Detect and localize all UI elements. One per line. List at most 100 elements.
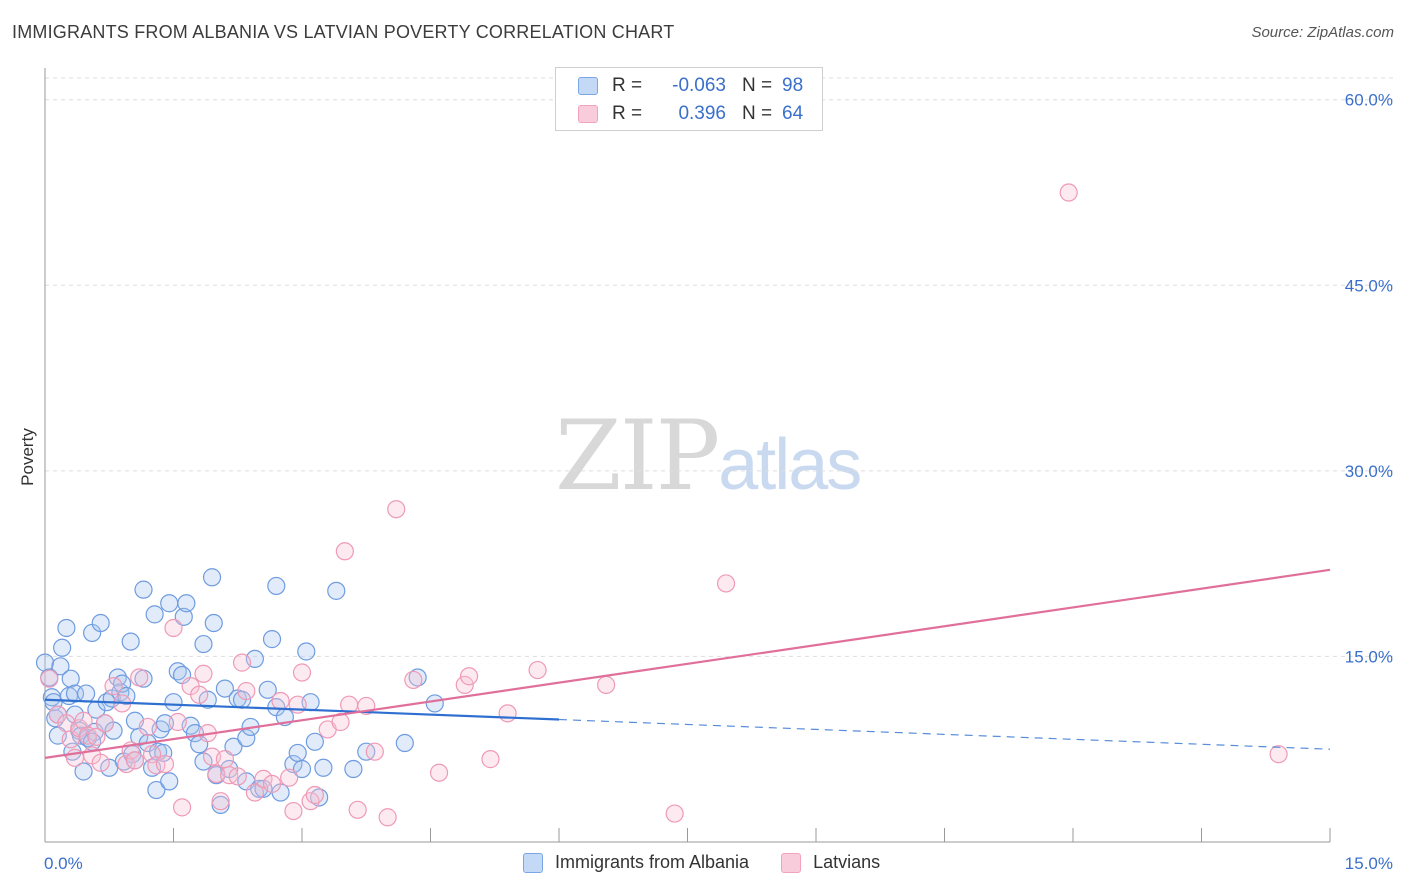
latvians-trend-line: [44, 568, 1331, 759]
tick-labels: 15.0% 30.0% 45.0% 60.0% 0.0% 15.0%: [44, 91, 1393, 873]
y-tick-label: 30.0%: [1345, 462, 1393, 481]
series-latvians-points: [40, 183, 1288, 827]
albania-point: [145, 605, 164, 624]
legend-swatch-blue: [578, 77, 598, 95]
correlation-legend: R = -0.063 N = 98 R = 0.396 N = 64: [555, 67, 823, 131]
latvians-point: [142, 745, 162, 764]
albania-point: [344, 759, 363, 779]
legend-r-value: -0.063: [672, 75, 726, 96]
albania-point: [174, 607, 193, 626]
legend-n-label: N =: [742, 103, 773, 124]
albania-point: [100, 758, 119, 777]
latvians-point: [228, 767, 247, 786]
legend-n-value: 98: [782, 75, 804, 96]
albania-point: [198, 690, 217, 709]
albania-point: [53, 638, 72, 657]
latvians-point: [348, 800, 367, 819]
albania-point: [194, 752, 213, 771]
latvians-point: [40, 669, 59, 688]
latvians-point: [404, 670, 423, 690]
latvians-point: [498, 704, 517, 723]
latvians-point: [74, 711, 93, 730]
watermark-atlas: atlas: [718, 425, 862, 505]
legend-n-label: N =: [742, 75, 773, 96]
albania-point: [77, 684, 96, 703]
albania-point: [74, 762, 93, 781]
albania-point: [202, 568, 222, 587]
latvians-point: [190, 685, 209, 704]
albania-point: [57, 618, 76, 638]
albania-point: [164, 693, 183, 712]
latvians-point: [305, 785, 324, 805]
latvians-point: [455, 675, 474, 694]
latvians-point: [155, 754, 175, 774]
albania-point: [327, 581, 346, 600]
legend-r-value: 0.396: [678, 103, 726, 124]
albania-point: [51, 657, 70, 676]
albania-point: [121, 632, 140, 651]
latvians-point: [168, 712, 187, 732]
latvians-point: [331, 712, 350, 732]
latvians-point: [194, 664, 213, 683]
albania-point: [71, 726, 91, 745]
legend-item-latvians[interactable]: Latvians: [781, 852, 880, 873]
x-tick-label: 0.0%: [44, 854, 83, 873]
albania-point: [425, 694, 444, 713]
grid-lines: [45, 77, 1395, 657]
latvians-point: [387, 500, 406, 519]
x-tick-label: 15.0%: [1345, 854, 1393, 873]
albania-point: [288, 743, 307, 763]
trend-lines: [44, 568, 1331, 759]
legend-item-albania[interactable]: Immigrants from Albania: [523, 852, 749, 873]
latvians-point: [164, 618, 183, 638]
legend-row-albania: R = -0.063 N = 98: [578, 73, 803, 99]
latvians-point: [215, 750, 234, 769]
y-tick-label: 45.0%: [1345, 276, 1393, 295]
latvians-point: [91, 753, 110, 772]
latvians-point: [95, 714, 115, 733]
albania-point: [267, 576, 286, 596]
latvians-point: [429, 763, 449, 782]
albania-point: [297, 642, 316, 661]
latvians-point: [104, 677, 123, 696]
y-axis-label: Poverty: [18, 428, 37, 486]
legend-swatch-pink: [578, 105, 598, 123]
albania-point: [61, 669, 80, 688]
albania-point: [292, 759, 312, 779]
albania-point: [215, 679, 234, 698]
chart-title: IMMIGRANTS FROM ALBANIA VS LATVIAN POVER…: [12, 22, 675, 42]
source-label: Source: ZipAtlas.com: [1251, 24, 1394, 41]
albania-point: [314, 758, 333, 777]
legend-n-value: 64: [782, 103, 804, 124]
latvians-point: [138, 717, 157, 737]
latvians-point: [481, 750, 500, 769]
latvians-point: [365, 742, 384, 761]
latvians-point: [665, 804, 684, 823]
latvians-point: [207, 764, 226, 784]
latvians-point: [271, 691, 290, 711]
albania-point: [177, 594, 196, 613]
legend-row-latvians: R = 0.396 N = 64: [578, 101, 803, 127]
latvians-point: [245, 783, 264, 802]
legend-label-albania: Immigrants from Albania: [555, 852, 750, 872]
latvians-point: [254, 769, 273, 789]
latvians-point: [378, 808, 397, 827]
latvians-point: [292, 663, 312, 682]
albania-point: [147, 780, 166, 800]
y-tick-label: 15.0%: [1345, 647, 1393, 666]
latvians-point: [716, 574, 736, 593]
albania-point: [160, 594, 179, 613]
latvians-point: [262, 774, 282, 793]
latvians-point: [528, 660, 547, 680]
albania-point: [284, 754, 303, 774]
legend-r-label: R =: [612, 75, 643, 96]
latvians-point: [87, 727, 106, 746]
albania-point: [91, 613, 110, 633]
latvians-point: [125, 751, 145, 770]
latvians-point: [130, 668, 149, 687]
albania-point: [204, 613, 223, 633]
albania-point: [134, 580, 153, 599]
albania-point: [262, 630, 282, 649]
watermark-zip: ZIP: [555, 400, 720, 512]
